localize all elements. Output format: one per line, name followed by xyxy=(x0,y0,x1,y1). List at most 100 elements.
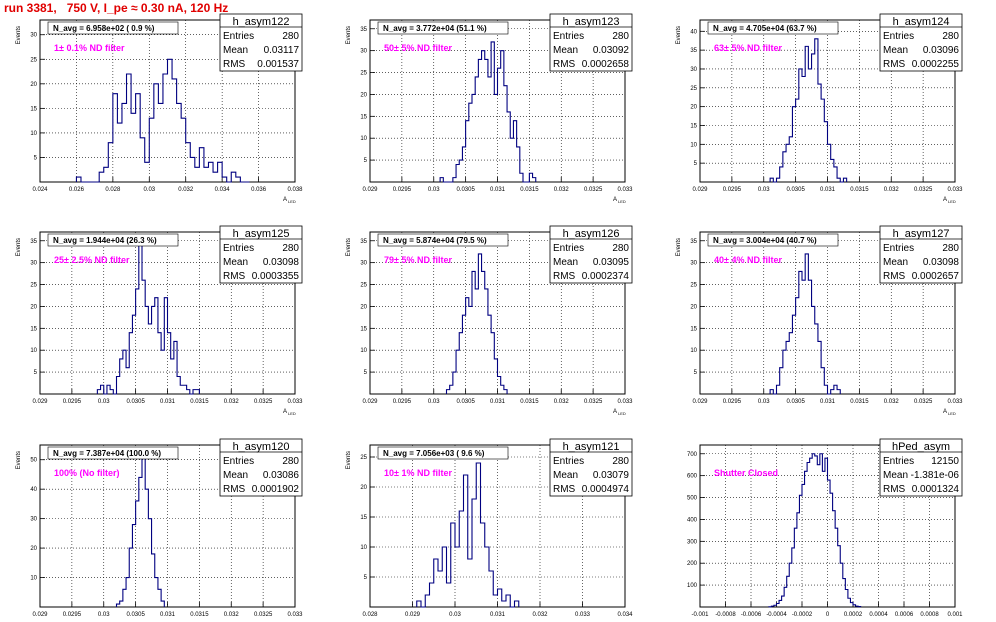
histogram-bin xyxy=(808,69,811,182)
histogram-bin xyxy=(805,471,808,607)
x-tick-label: -0.001 xyxy=(691,612,709,618)
x-axis-label-subscript: LED xyxy=(618,199,626,204)
histogram-bin xyxy=(469,306,472,394)
x-tick-label: 0.032 xyxy=(224,612,240,618)
y-tick-label: 25 xyxy=(360,455,367,461)
histogram-line xyxy=(768,453,862,608)
y-tick-label: 10 xyxy=(360,348,367,354)
histogram-name: h_asym125 xyxy=(233,228,290,240)
stats-label: RMS xyxy=(223,59,246,70)
stats-box xyxy=(549,225,633,284)
histogram-panel-h_asym125: 0.029 0.0295 0.03 0.0305 0.031 0.0315 0.032 0.0… xyxy=(16,225,303,416)
histogram-line xyxy=(75,58,250,183)
x-tick-label: 0.0295 xyxy=(393,187,412,193)
stats-value: 0.0001324 xyxy=(912,484,960,495)
histogram-bin xyxy=(475,289,478,394)
y-tick-label: 10 xyxy=(360,545,367,551)
stats-label: Mean xyxy=(883,45,908,56)
stats-value: 280 xyxy=(612,243,629,254)
histogram-bin xyxy=(113,94,118,182)
x-tick-label: 0.031 xyxy=(820,399,836,405)
y-tick-label: 30 xyxy=(690,261,697,267)
y-tick-label: 25 xyxy=(30,283,37,289)
histogram-line xyxy=(115,453,165,607)
stats-label: RMS xyxy=(553,484,576,495)
stats-label: RMS xyxy=(223,484,246,495)
y-tick-label: 25 xyxy=(690,283,697,289)
x-tick-label: 0.032 xyxy=(532,612,548,618)
navg-text: N_avg = 7.056e+03 ( 9.6 %) xyxy=(383,449,485,458)
histogram-bin xyxy=(136,94,141,182)
histogram-bin xyxy=(154,84,159,182)
x-tick-label: 0.036 xyxy=(251,187,267,193)
x-axis-label-subscript: LED xyxy=(948,199,956,204)
y-tick-label: 10 xyxy=(30,131,37,137)
x-tick-label: 0.034 xyxy=(617,612,633,618)
stats-box xyxy=(879,438,963,497)
x-tick-label: 0.03 xyxy=(98,612,110,618)
stats-label: RMS xyxy=(883,484,906,495)
x-tick-label: 0.0325 xyxy=(584,399,603,405)
x-axis-label: A xyxy=(613,197,617,203)
histogram-bin xyxy=(802,280,805,394)
stats-value: 280 xyxy=(612,456,629,467)
histogram-bin xyxy=(455,547,459,607)
histogram-bin xyxy=(127,74,132,182)
histogram-name: h_asym122 xyxy=(233,16,290,28)
y-tick-label: 20 xyxy=(30,304,37,310)
stats-value: 0.03117 xyxy=(264,45,300,56)
x-axis-label: A xyxy=(283,409,287,415)
filter-annotation: 63± 5% ND filter xyxy=(714,43,782,53)
histogram-bin xyxy=(472,499,476,607)
y-tick-label: 15 xyxy=(30,326,37,332)
stats-value: 0.03092 xyxy=(593,45,630,56)
histogram-panel-h_asym120: 0.029 0.0295 0.03 0.0305 0.031 0.0315 0.032 0.0… xyxy=(16,438,303,618)
histogram-name: h_asym126 xyxy=(563,228,620,240)
histogram-bin xyxy=(190,157,195,182)
navg-box xyxy=(47,446,179,460)
histogram-bin xyxy=(822,471,825,607)
x-tick-label: 0.033 xyxy=(617,187,633,193)
x-axis-label: A xyxy=(943,409,947,415)
stats-value: -1.381e-06 xyxy=(911,470,960,481)
histogram-bin xyxy=(208,162,213,182)
histogram-bin xyxy=(468,559,472,607)
y-axis-label: Events xyxy=(346,26,352,44)
stats-label: Mean xyxy=(883,257,908,268)
histogram-line xyxy=(439,41,537,183)
stats-value: 280 xyxy=(942,31,959,42)
histogram-bin xyxy=(430,583,434,607)
x-tick-label: 0.0002 xyxy=(844,612,863,618)
x-tick-label: 0.031 xyxy=(490,612,506,618)
histogram-line xyxy=(769,38,848,183)
histogram-bin xyxy=(498,589,502,607)
stats-box xyxy=(879,225,963,284)
y-axis-label: Events xyxy=(676,238,682,256)
histogram-bin xyxy=(222,177,227,182)
histogram-name: hPed_asym xyxy=(892,441,950,453)
histogram-bin xyxy=(828,480,831,607)
plot-frame xyxy=(39,19,296,183)
x-tick-label: 0.032 xyxy=(554,187,570,193)
x-axis-label: A xyxy=(283,197,287,203)
histogram-bin xyxy=(815,456,818,607)
x-tick-label: 0.03 xyxy=(758,187,770,193)
stats-value: 280 xyxy=(282,243,299,254)
stats-value: 280 xyxy=(282,31,299,42)
navg-text: N_avg = 7.387e+04 (100.0 %) xyxy=(53,449,161,458)
run-title: run 3381, 750 V, I_pe ≈ 0.30 nA, 120 Hz xyxy=(4,1,229,15)
histogram-bin xyxy=(417,601,421,607)
histogram-line xyxy=(416,462,520,608)
x-tick-label: 0.0315 xyxy=(520,187,539,193)
stats-box xyxy=(879,13,963,72)
filter-annotation: Shutter Closed xyxy=(714,468,778,478)
histogram-bin xyxy=(434,559,438,607)
stats-value: 0.0002255 xyxy=(912,59,960,70)
x-axis-label-subscript: LED xyxy=(288,199,296,204)
histogram-panel-h_asym124: 0.029 0.0295 0.03 0.0305 0.031 0.0315 0.032 0.0… xyxy=(676,13,963,204)
histogram-bin xyxy=(459,511,463,607)
x-tick-label: 0.0295 xyxy=(723,399,742,405)
filter-annotation: 10± 1% ND filter xyxy=(384,468,452,478)
stats-label: Entries xyxy=(553,456,584,467)
histogram-bin xyxy=(820,454,823,607)
